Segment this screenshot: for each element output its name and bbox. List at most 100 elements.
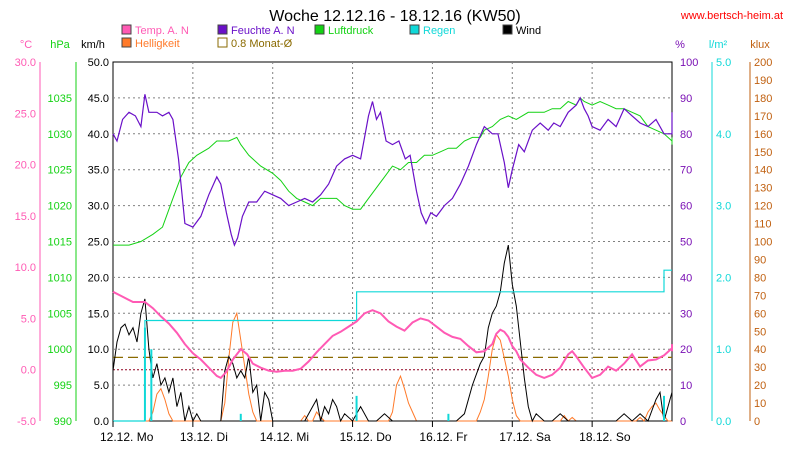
tick-label-humidity: 0 — [680, 416, 686, 428]
legend-label-rain: Regen — [423, 25, 455, 37]
series-rain-cumulative — [113, 269, 672, 422]
x-tick-label: 15.12. Do — [340, 430, 392, 444]
tick-label-humidity: 80 — [680, 129, 692, 141]
legend-swatch-temp — [121, 24, 132, 35]
tick-label-humidity: 70 — [680, 165, 692, 177]
tick-label-brightness: 170 — [754, 111, 772, 123]
tick-label-brightness: 180 — [754, 93, 772, 105]
axis-unit-pressure: hPa — [50, 39, 70, 51]
tick-label-humidity: 40 — [680, 272, 692, 284]
tick-label-humidity: 100 — [680, 57, 698, 69]
tick-label-wind: 50.0 — [88, 57, 109, 69]
legend-swatch-pressure — [314, 24, 325, 35]
tick-label-brightness: 10 — [754, 398, 766, 410]
tick-label-temp: 5.0 — [21, 313, 36, 325]
tick-label-rain: 1.0 — [716, 344, 731, 356]
tick-label-pressure: 1010 — [48, 272, 72, 284]
series-pressure — [113, 97, 673, 246]
tick-label-brightness: 150 — [754, 147, 772, 159]
axis-unit-brightness: klux — [750, 39, 770, 51]
tick-label-pressure: 1000 — [48, 344, 72, 356]
tick-label-brightness: 50 — [754, 326, 766, 338]
tick-label-temp: -5.0 — [17, 416, 36, 428]
tick-label-pressure: 1025 — [48, 165, 72, 177]
plot-area — [112, 61, 673, 423]
tick-label-rain: 3.0 — [716, 201, 731, 213]
tick-label-temp: 15.0 — [15, 211, 36, 223]
tick-label-brightness: 110 — [754, 219, 772, 231]
tick-label-brightness: 30 — [754, 362, 766, 374]
tick-label-temp: 30.0 — [15, 57, 36, 69]
tick-label-wind: 35.0 — [88, 165, 109, 177]
legend: Temp. A. N Feuchte A. N Luftdruck Regen Wind… — [121, 24, 541, 50]
x-tick-label: 18.12. So — [579, 430, 631, 444]
tick-label-pressure: 995 — [54, 380, 72, 392]
tick-label-humidity: 10 — [680, 380, 692, 392]
tick-label-humidity: 60 — [680, 201, 692, 213]
tick-label-rain: 5.0 — [716, 57, 731, 69]
tick-label-pressure: 1020 — [48, 201, 72, 213]
legend-label-brightness: Helligkeit — [135, 38, 180, 50]
tick-label-brightness: 100 — [754, 237, 772, 249]
legend-label-pressure: Luftdruck — [328, 25, 374, 37]
legend-swatch-brightness — [121, 37, 132, 48]
tick-label-temp: 10.0 — [15, 262, 36, 274]
tick-label-brightness: 120 — [754, 201, 772, 213]
tick-label-pressure: 1005 — [48, 308, 72, 320]
legend-label-humidity: Feuchte A. N — [231, 25, 295, 37]
tick-label-pressure: 1030 — [48, 129, 72, 141]
tick-label-humidity: 50 — [680, 237, 692, 249]
tick-label-wind: 15.0 — [88, 308, 109, 320]
x-tick-label: 12.12. Mo — [100, 430, 154, 444]
tick-label-brightness: 40 — [754, 344, 766, 356]
tick-label-brightness: 0 — [754, 416, 760, 428]
tick-label-wind: 30.0 — [88, 201, 109, 213]
legend-swatch-humidity — [217, 24, 228, 35]
legend-label-wind: Wind — [516, 25, 541, 37]
tick-label-rain: 4.0 — [716, 129, 731, 141]
series-humidity — [112, 94, 673, 247]
tick-label-temp: 25.0 — [15, 108, 36, 120]
tick-label-brightness: 160 — [754, 129, 772, 141]
tick-label-wind: 0.0 — [94, 416, 109, 428]
tick-label-brightness: 130 — [754, 183, 772, 195]
legend-swatch-wind — [502, 24, 513, 35]
series-wind — [112, 244, 673, 423]
tick-label-brightness: 60 — [754, 308, 766, 320]
chart-title: Woche 12.12.16 - 18.12.16 (KW50) — [269, 8, 520, 25]
x-tick-label: 13.12. Di — [180, 430, 228, 444]
legend-swatch-rain — [409, 24, 420, 35]
website-label: www.bertsch-heim.at — [680, 10, 783, 22]
tick-label-wind: 40.0 — [88, 129, 109, 141]
tick-label-wind: 45.0 — [88, 93, 109, 105]
tick-label-pressure: 1035 — [48, 93, 72, 105]
tick-label-temp: 20.0 — [15, 160, 36, 172]
legend-label-monthly: 0.8 Monat-Ø — [231, 38, 293, 50]
tick-label-humidity: 90 — [680, 93, 692, 105]
tick-label-brightness: 70 — [754, 290, 766, 302]
tick-label-temp: 0.0 — [21, 365, 36, 377]
tick-label-humidity: 30 — [680, 308, 692, 320]
tick-label-brightness: 20 — [754, 380, 766, 392]
tick-label-humidity: 20 — [680, 344, 692, 356]
tick-label-brightness: 190 — [754, 75, 772, 87]
right-axes: %1009080706050403020100l/m²5.04.03.02.01… — [675, 39, 772, 428]
series-brightness — [113, 311, 672, 422]
tick-label-rain: 2.0 — [716, 272, 731, 284]
tick-label-wind: 20.0 — [88, 272, 109, 284]
axis-unit-rain: l/m² — [709, 39, 728, 51]
axis-unit-humidity: % — [675, 39, 685, 51]
tick-label-brightness: 90 — [754, 254, 766, 266]
tick-label-brightness: 80 — [754, 272, 766, 284]
x-axis: 12.12. Mo 13.12. Di 14.12. Mi 15.12. Do 16.1… — [100, 421, 631, 444]
legend-swatch-monthly — [217, 37, 228, 48]
x-tick-label: 16.12. Fr — [419, 430, 467, 444]
tick-label-pressure: 990 — [54, 416, 72, 428]
tick-label-wind: 25.0 — [88, 237, 109, 249]
series-temperature — [112, 290, 673, 380]
tick-label-pressure: 1015 — [48, 237, 72, 249]
tick-label-wind: 10.0 — [88, 344, 109, 356]
tick-label-rain: 0.0 — [716, 416, 731, 428]
legend-label-temp: Temp. A. N — [135, 25, 189, 37]
